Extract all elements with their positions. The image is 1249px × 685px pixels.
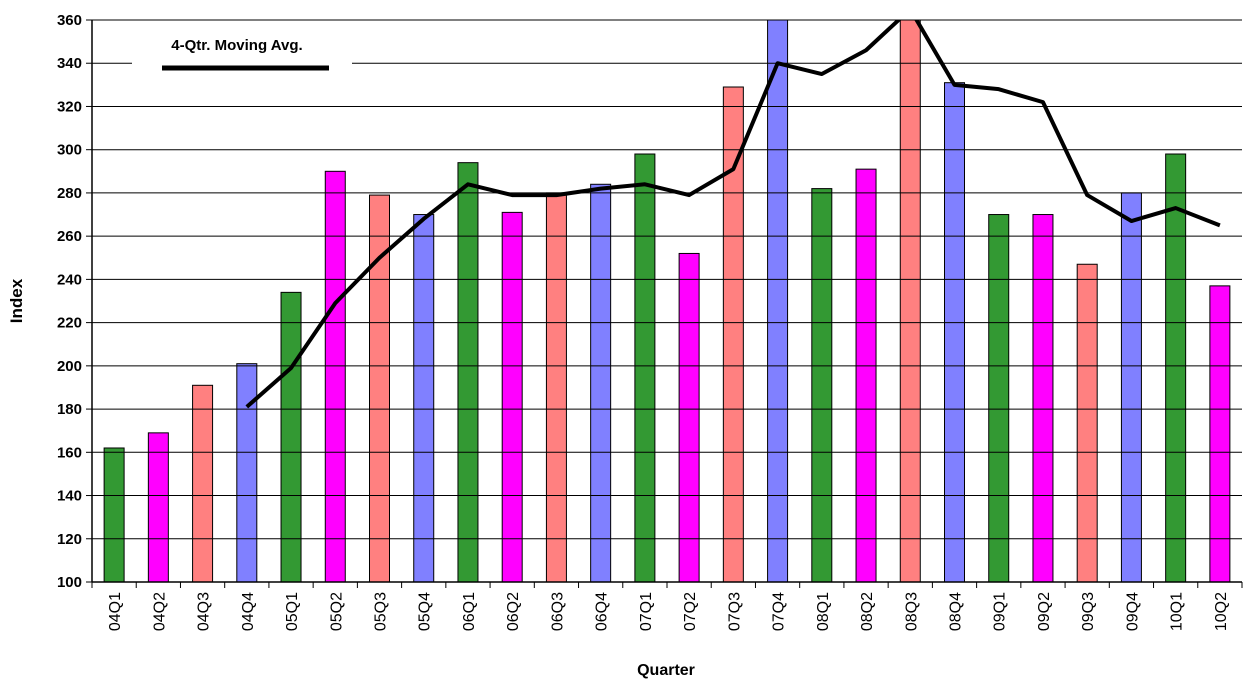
bar xyxy=(457,162,479,582)
y-tick-label: 180 xyxy=(57,401,82,418)
y-tick-label: 100 xyxy=(57,574,82,591)
bar xyxy=(590,183,612,582)
x-tick-label: 08Q2 xyxy=(859,592,876,631)
bar xyxy=(1165,153,1187,582)
x-tick-label: 08Q4 xyxy=(948,592,965,631)
bar xyxy=(545,192,567,582)
bar xyxy=(413,214,435,582)
bar xyxy=(103,447,125,582)
x-tick-label: 06Q3 xyxy=(549,592,566,631)
legend-box xyxy=(132,28,352,80)
bar xyxy=(1120,192,1142,582)
x-tick-label: 09Q1 xyxy=(992,592,1009,631)
x-tick-label: 04Q2 xyxy=(151,592,168,631)
bar xyxy=(192,384,214,582)
x-tick-label: 07Q2 xyxy=(682,592,699,631)
y-tick-label: 280 xyxy=(57,185,82,202)
bar xyxy=(988,214,1010,582)
x-axis-label: Quarter xyxy=(637,662,695,679)
bar xyxy=(678,252,700,582)
y-tick-label: 160 xyxy=(57,444,82,461)
x-tick-label: 06Q1 xyxy=(461,592,478,631)
bar xyxy=(855,168,877,582)
moving-average-line xyxy=(245,20,1221,409)
x-tick-label: 06Q4 xyxy=(594,592,611,631)
bar xyxy=(767,20,789,582)
bar xyxy=(944,82,965,582)
x-tick-label: 10Q2 xyxy=(1213,592,1230,631)
x-tick-label: 09Q3 xyxy=(1080,592,1097,631)
y-axis-label: Index xyxy=(7,278,26,323)
y-tick-label: 120 xyxy=(57,531,82,548)
x-tick-label: 09Q2 xyxy=(1036,592,1053,631)
bar xyxy=(501,211,523,582)
x-tick-label: 04Q1 xyxy=(107,592,124,631)
y-tick-label: 320 xyxy=(57,98,82,115)
x-tick-label: 06Q2 xyxy=(505,592,522,631)
bar xyxy=(147,432,169,582)
x-tick-label: 05Q2 xyxy=(328,592,345,631)
x-tick-label: 04Q3 xyxy=(196,592,213,631)
x-tick-label: 10Q1 xyxy=(1169,592,1186,631)
bar xyxy=(634,153,656,582)
plot-area xyxy=(103,20,1231,582)
x-tick-label: 04Q4 xyxy=(240,592,257,631)
bar xyxy=(324,170,346,582)
y-tick-label: 220 xyxy=(57,315,82,332)
y-tick-label: 360 xyxy=(57,12,82,29)
y-tick-label: 340 xyxy=(57,55,82,72)
bar xyxy=(1076,263,1098,582)
legend-label: 4-Qtr. Moving Avg. xyxy=(171,37,302,54)
y-tick-label: 200 xyxy=(57,358,82,375)
bar xyxy=(1209,285,1231,582)
bar xyxy=(280,291,302,582)
bar xyxy=(899,20,921,582)
x-tick-label: 09Q4 xyxy=(1124,592,1141,631)
bar xyxy=(811,188,833,582)
y-tick-label: 260 xyxy=(57,228,82,245)
y-tick-label: 240 xyxy=(57,271,82,288)
y-tick-label: 140 xyxy=(57,488,82,505)
x-tick-label: 07Q3 xyxy=(726,592,743,631)
bar xyxy=(1032,214,1054,582)
x-tick-label: 08Q1 xyxy=(815,592,832,631)
x-tick-label: 05Q1 xyxy=(284,592,301,631)
bar xyxy=(722,86,744,582)
x-tick-label: 07Q4 xyxy=(771,592,788,631)
x-tick-label: 08Q3 xyxy=(903,592,920,631)
y-tick-label: 300 xyxy=(57,142,82,159)
bar xyxy=(236,363,258,582)
x-tick-label: 05Q3 xyxy=(373,592,390,631)
x-tick-label: 05Q4 xyxy=(417,592,434,631)
x-tick-label: 07Q1 xyxy=(638,592,655,631)
